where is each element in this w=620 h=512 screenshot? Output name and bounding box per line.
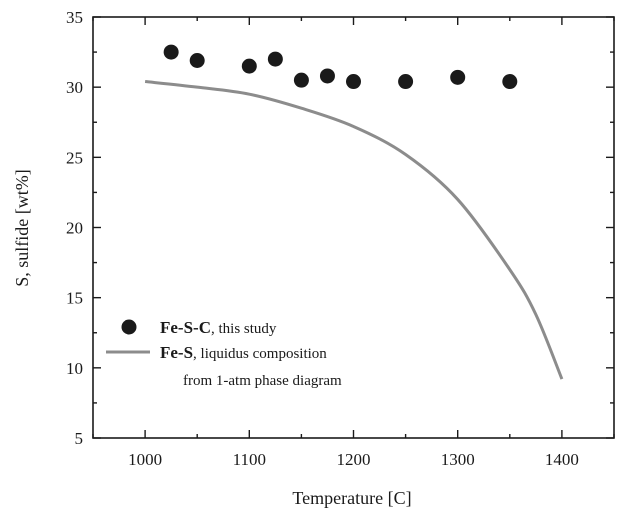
- y-tick-label: 35: [66, 8, 83, 27]
- data-point: [189, 53, 205, 69]
- data-point: [293, 72, 309, 88]
- data-point: [346, 74, 361, 90]
- y-tick-label: 5: [75, 429, 84, 448]
- x-axis-title: Temperature [C]: [292, 488, 411, 508]
- y-tick-label: 25: [66, 148, 83, 167]
- series-points-fe-s-c: [163, 44, 518, 90]
- x-tick-label: 1100: [233, 450, 266, 469]
- y-tick-label: 15: [66, 289, 83, 308]
- legend-label-fe-s: Fe-S, liquidus composition: [160, 343, 327, 362]
- data-point: [450, 69, 466, 85]
- data-point: [502, 74, 518, 90]
- data-point: [319, 68, 335, 84]
- x-tick-label: 1400: [545, 450, 579, 469]
- data-point: [241, 58, 257, 74]
- y-tick-label: 10: [66, 359, 83, 378]
- series-line-fe-s: [144, 80, 564, 380]
- y-tick-label: 30: [66, 78, 83, 97]
- x-tick-label: 1200: [337, 450, 371, 469]
- y-tick-label: 20: [66, 219, 83, 238]
- x-tick-label: 1300: [441, 450, 475, 469]
- legend-marker-fe-s-c: [121, 319, 137, 335]
- legend: Fe-S-C, this study Fe-S, liquidus compos…: [106, 318, 342, 389]
- y-axis-ticks: 5 10 15 20 25 30 35: [66, 8, 614, 448]
- x-tick-label: 1000: [128, 450, 162, 469]
- data-point: [398, 74, 414, 90]
- legend-label-fe-s-c: Fe-S-C, this study: [160, 318, 277, 337]
- x-axis-ticks: 1000 1100 1200 1300 1400: [92, 17, 615, 469]
- legend-label-fe-s-line2: from 1-atm phase diagram: [183, 373, 342, 389]
- data-point: [267, 51, 283, 67]
- y-axis-title: S, sulfide [wt%]: [12, 169, 32, 286]
- data-point: [163, 44, 179, 60]
